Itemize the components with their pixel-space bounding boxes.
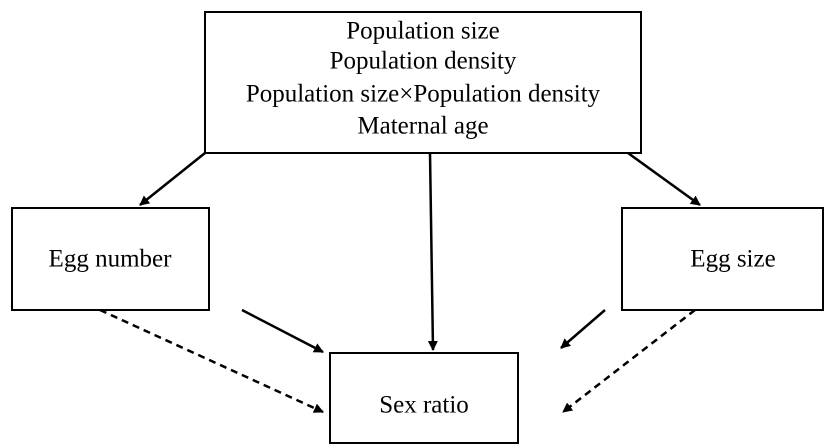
dashed-arrow xyxy=(562,309,696,413)
node-line: Population size xyxy=(346,18,499,45)
node-label: Sex ratio xyxy=(379,392,469,419)
arrow xyxy=(241,308,324,354)
node-label: Egg size xyxy=(690,246,775,273)
sex-ratio-box xyxy=(329,352,519,444)
arrow xyxy=(139,152,206,206)
egg-size-box xyxy=(621,207,824,311)
dashed-arrow xyxy=(99,308,324,414)
arrow xyxy=(427,152,438,351)
predictors-box xyxy=(204,11,642,154)
arrow xyxy=(627,151,701,207)
node-line: Maternal age xyxy=(357,113,488,140)
arrow xyxy=(560,309,606,349)
node-line: Population density xyxy=(330,48,517,75)
egg-number-box xyxy=(11,207,210,311)
node-label: Egg number xyxy=(49,246,173,273)
node-line: Population size×Population density xyxy=(246,81,601,108)
